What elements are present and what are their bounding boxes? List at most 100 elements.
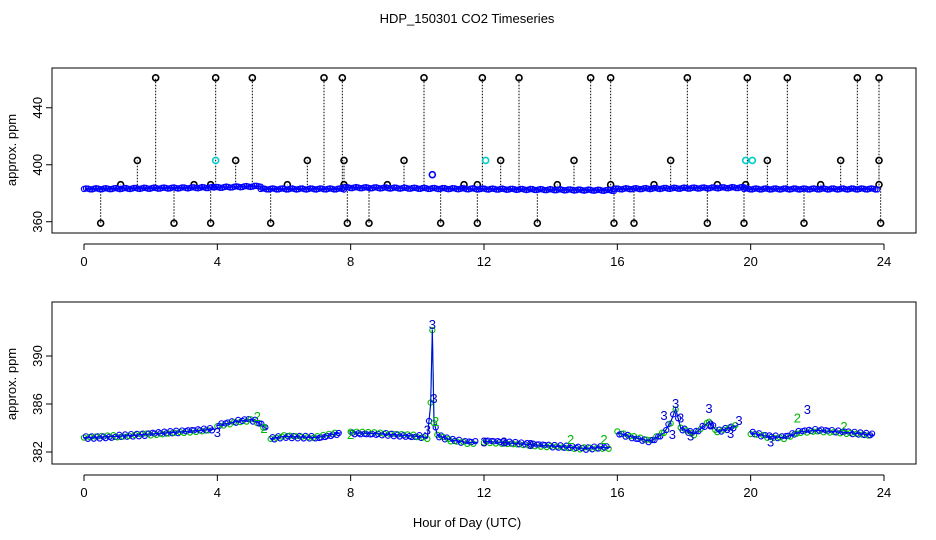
series-point: [663, 426, 670, 434]
baseline-point: [780, 185, 788, 192]
spike-point: [875, 156, 883, 165]
y-axis-label-top: approx. ppm: [4, 114, 19, 186]
baseline-point: [838, 185, 845, 192]
spike-point: [876, 219, 885, 227]
baseline-point: [380, 184, 388, 191]
flag-label: 3: [707, 418, 714, 433]
spike-point: [303, 156, 312, 165]
baseline-point: [251, 182, 258, 190]
flag-label: 3: [677, 410, 684, 425]
series-line-overlay: [270, 432, 341, 440]
flag-label: 3: [424, 422, 431, 437]
spike-point: [96, 219, 105, 227]
flag-label: 3: [804, 402, 811, 417]
flag-label: 3: [727, 426, 734, 441]
y-tick-label: 390: [30, 345, 45, 367]
x-axis-top: 0 4 8 12 16 20 24: [80, 243, 891, 269]
median-series: [80, 327, 876, 453]
baseline-point: [120, 184, 128, 192]
flag-label: 2: [260, 421, 267, 436]
flag-label: 3: [480, 434, 487, 449]
flag-label: 2: [840, 419, 847, 434]
baseline-point: [330, 186, 338, 193]
baseline-point: [814, 186, 821, 193]
y-tick-label: 400: [30, 154, 45, 176]
spike-markers: [96, 74, 885, 227]
flag-label: 3: [527, 437, 534, 452]
x-tick-label: 20: [743, 254, 757, 269]
baseline-point: [202, 184, 210, 192]
baseline-point: [660, 184, 668, 192]
spike-point: [800, 219, 808, 227]
series-point: [472, 437, 479, 445]
baseline-point: [86, 186, 94, 193]
baseline-point: [718, 184, 726, 191]
spike-point: [340, 156, 348, 165]
series-point: [267, 435, 274, 443]
baseline-point: [154, 185, 162, 192]
flagged-point: [211, 156, 220, 165]
series-line-overlay: [483, 440, 611, 449]
x-tick-label: 24: [877, 485, 891, 500]
series-point: [675, 415, 682, 422]
baseline-point: [96, 186, 104, 193]
baseline-point: [574, 186, 582, 193]
flag-label: 3: [705, 401, 712, 416]
flag-label: 3: [735, 413, 742, 428]
flag-label: 3: [672, 396, 679, 411]
flag-label: 3: [687, 428, 694, 443]
x-tick-label: 4: [214, 254, 221, 269]
baseline-point: [616, 186, 624, 193]
flag-label: 3: [430, 391, 437, 406]
baseline-point: [684, 185, 692, 192]
x-tick-label: 16: [610, 485, 624, 500]
spike-point: [133, 156, 142, 165]
series-point: [670, 411, 677, 418]
flag-label: 2: [432, 414, 439, 429]
baseline-point: [756, 186, 764, 193]
series-line-overlay: [750, 429, 875, 439]
series-line-overlay: [350, 329, 478, 443]
spike-point: [606, 74, 615, 82]
spike-point: [211, 74, 220, 82]
flag-label: 2: [600, 432, 607, 447]
series-point: [655, 433, 662, 440]
series-point: [277, 435, 284, 442]
baseline-point: [493, 186, 500, 193]
spike-point: [320, 74, 328, 82]
spike-point: [763, 156, 772, 165]
flag-label: 3: [767, 434, 774, 449]
series-line: [350, 329, 478, 443]
baseline-point: [144, 185, 152, 192]
x-tick-label: 24: [877, 254, 891, 269]
spike-point: [478, 74, 487, 82]
baseline-point: [216, 184, 224, 191]
x-tick-label: 12: [477, 485, 491, 500]
x-tick-label: 12: [477, 254, 491, 269]
spike-point: [533, 219, 542, 227]
series-point: [868, 430, 876, 437]
flag-label: 3: [660, 408, 667, 423]
x-tick-label: 0: [80, 254, 87, 269]
series-point: [672, 406, 679, 413]
x-tick-label: 0: [80, 485, 87, 500]
spike-point: [515, 74, 523, 82]
flagged-point: [481, 156, 490, 165]
baseline-point: [517, 185, 524, 193]
spike-point: [853, 74, 862, 82]
spike-point: [496, 156, 505, 165]
baseline-point: [297, 185, 304, 192]
spike-point: [420, 74, 428, 82]
series-point: [262, 424, 269, 431]
y-tick-label: 360: [30, 211, 45, 233]
y-axis-top: 360 400 440: [30, 97, 53, 233]
series-line-overlay: [217, 419, 268, 430]
baseline-point: [130, 184, 138, 192]
spike-point: [400, 156, 408, 165]
spike-point: [151, 74, 160, 82]
spike-point: [473, 219, 482, 227]
flagged-point: [748, 156, 757, 165]
spike-point: [666, 156, 675, 165]
